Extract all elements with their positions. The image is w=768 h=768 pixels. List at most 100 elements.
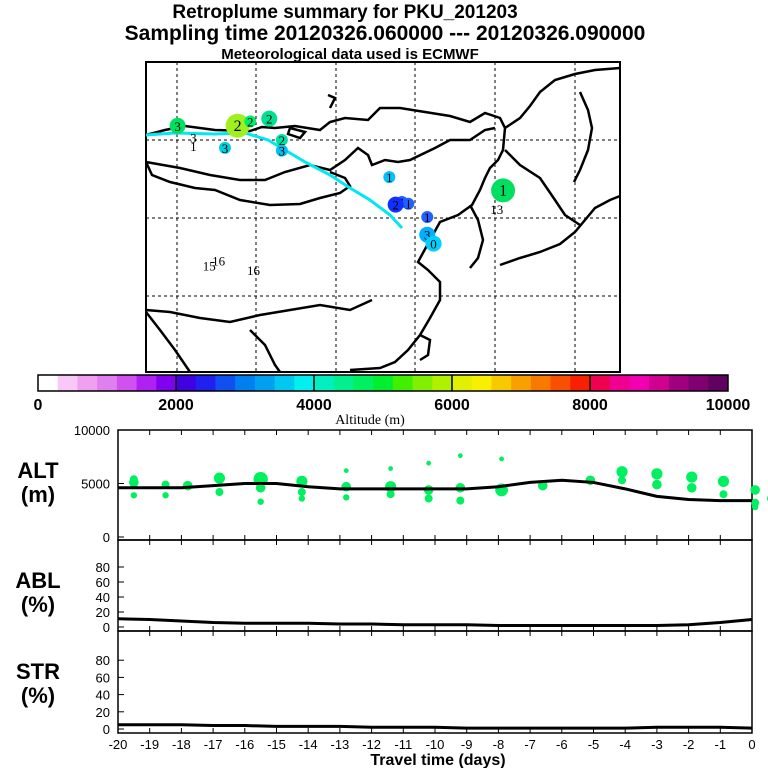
y-tick-label: 40 (96, 590, 110, 605)
x-axis-label: Travel time (days) (370, 752, 505, 768)
trajectory-marker-label: 3 (190, 130, 197, 145)
x-tick-label: -3 (651, 737, 663, 752)
trajectory-marker: 3 (275, 144, 288, 159)
altitude-point (343, 468, 349, 474)
trajectory-marker-label: 2 (279, 133, 286, 148)
altitude-point (618, 476, 627, 485)
trajectory-marker-dot (225, 113, 250, 138)
trajectory-marker-label: 2 (392, 198, 399, 213)
altitude-point (215, 488, 224, 497)
altitude-point (130, 492, 138, 499)
y-axis-label: STR (16, 659, 60, 684)
y-tick-label: 10000 (74, 423, 110, 438)
trajectory-marker: 2 (261, 110, 278, 127)
colorbar-swatch (668, 375, 690, 391)
trajectory-marker-label: 13 (490, 202, 503, 217)
colorbar-swatch (156, 375, 177, 391)
coastlines-borders (144, 66, 621, 373)
y-axis-label-unit: (%) (21, 683, 55, 708)
colorbar-swatch (432, 375, 453, 391)
x-tick-label: -2 (683, 737, 695, 752)
x-tick-label: -11 (394, 737, 412, 752)
trajectory-marker: 1 (491, 178, 516, 203)
altitude-point (616, 466, 628, 478)
altitude-point (213, 472, 226, 484)
x-tick-label: -8 (493, 737, 505, 752)
y-tick-label: 20 (96, 705, 110, 720)
x-tick-label: -13 (331, 737, 350, 752)
colorbar-tick-label: 2000 (158, 397, 194, 414)
panel-alt: ALT(m) 10000 5000 0 (17, 423, 768, 545)
trajectory-marker-dot (244, 115, 257, 128)
y-tick-label: 80 (96, 653, 110, 668)
panel-frame (117, 539, 753, 632)
trajectory-marker-label: 3 (424, 228, 431, 243)
altitude-point (750, 485, 760, 495)
altitude-point (129, 475, 138, 484)
trajectory-marker-dot (261, 110, 278, 127)
trajectory-marker-dot (169, 117, 186, 134)
y-axis-label-unit: (m) (21, 482, 55, 507)
colorbar-swatch (491, 375, 512, 391)
trajectory-marker-dot (425, 235, 442, 252)
y-tick-label: 0 (103, 620, 110, 635)
x-tick-label: -16 (235, 737, 254, 752)
altitude-mean-line (118, 478, 752, 503)
colorbar-tick-label: 10000 (706, 397, 751, 414)
trajectory-marker: 3 (219, 141, 231, 156)
altitude-point (751, 503, 759, 511)
colorbar-swatch (333, 375, 354, 391)
colorbar-tick-label: 6000 (434, 397, 470, 414)
trajectory-marker-label: 0 (430, 237, 437, 252)
colorbar-swatch (550, 375, 571, 391)
trajectory-marker-label: 3 (279, 144, 286, 159)
altitude-point (537, 480, 548, 491)
y-axis-label: ABL (15, 568, 60, 593)
trajectory-marker: 3 (190, 130, 197, 145)
y-tick-label: 5000 (81, 477, 110, 492)
trajectory-marker-label: 1 (499, 182, 507, 199)
altitude-point (652, 479, 662, 490)
colorbar-swatch (373, 375, 394, 391)
colorbar-swatch (235, 375, 256, 391)
altitude-point (343, 494, 350, 501)
x-tick-label: 0 (748, 737, 755, 752)
colorbar-tick-label: 8000 (572, 397, 608, 414)
colorbar-tick-label: 0 (34, 397, 43, 414)
trajectory-marker: 3 (169, 117, 186, 134)
colorbar-swatch (176, 375, 197, 391)
colorbar-swatch (452, 375, 473, 391)
trajectory-line (145, 131, 404, 230)
y-tick-label: 40 (96, 688, 110, 703)
x-tick-label: -17 (204, 737, 223, 752)
x-tick-label: -19 (140, 737, 159, 752)
trajectory-marker: 1 (421, 210, 434, 225)
trajectory-marker: 2 (225, 113, 250, 138)
altitude-point (386, 490, 395, 499)
trajectory-marker-label: 15 (203, 259, 216, 274)
colorbar-swatch (254, 375, 276, 391)
trajectory-marker-label: 2 (247, 114, 254, 129)
trajectory-marker-label: 1 (386, 170, 393, 185)
trajectory-marker-dot (421, 211, 434, 223)
x-tick-label: -4 (619, 737, 631, 752)
x-tick-label: -18 (172, 737, 191, 752)
trajectory-marker: 0 (425, 235, 442, 252)
trajectory-marker-dot (275, 133, 288, 146)
colorbar-swatch (530, 375, 552, 391)
colorbar-swatch (708, 375, 729, 391)
colorbar-swatch (629, 375, 650, 391)
altitude-point (717, 475, 730, 487)
colorbar-swatch (274, 375, 295, 391)
colorbar-swatch (570, 375, 591, 391)
trajectory-marker-label: 16 (212, 253, 226, 268)
trajectory-marker-dot (387, 196, 404, 213)
altitude-point (719, 490, 728, 499)
y-tick-label: 60 (96, 670, 110, 685)
colorbar-swatch (57, 375, 78, 391)
trajectory-marker-label: 3 (174, 119, 181, 134)
colorbar-swatch (294, 375, 315, 391)
colorbar-swatch (38, 375, 59, 391)
trajectory-marker: 16 (212, 253, 226, 268)
